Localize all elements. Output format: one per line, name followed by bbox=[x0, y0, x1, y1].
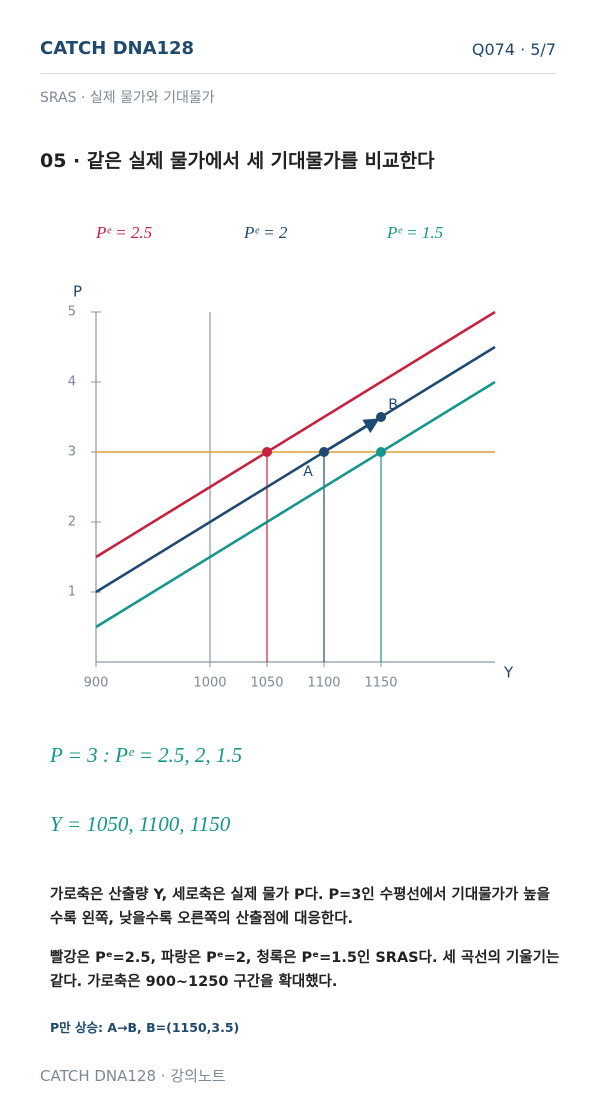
y-axis-label: P bbox=[73, 283, 82, 301]
x-tick-label: 1150 bbox=[364, 676, 397, 691]
subtitle: SRAS · 실제 물가와 기대물가 bbox=[40, 90, 215, 106]
equation: P = 3 : Pᵉ = 2.5, 2, 1.5 bbox=[50, 743, 243, 767]
footer: CATCH DNA128 · 강의노트 bbox=[40, 1067, 226, 1085]
y-tick-label: 2 bbox=[68, 515, 76, 530]
x-axis-label: Y bbox=[503, 664, 514, 682]
x-tick-label: 1000 bbox=[193, 676, 226, 691]
note: P만 상승: A→B, B=(1150,3.5) bbox=[50, 1020, 240, 1035]
y-tick-label: 4 bbox=[68, 375, 76, 390]
paragraph: 가로축은 산출량 Y, 세로축은 실제 물가 P다. P=3인 수평선에서 기대… bbox=[50, 887, 550, 927]
equation: Y = 1050, 1100, 1150 bbox=[50, 812, 231, 836]
chart: Pᵉ = 2.5 Pᵉ = 2 Pᵉ = 1.5 P Y 1 2 3 4 5 900 1000 1050… bbox=[68, 223, 514, 691]
point-label: B bbox=[388, 397, 398, 413]
page-number: Q074 · 5/7 bbox=[471, 40, 556, 59]
y-tick-label: 5 bbox=[68, 305, 76, 320]
x-tick-label: 900 bbox=[84, 676, 109, 691]
point bbox=[376, 412, 386, 422]
point-label: A bbox=[303, 464, 313, 480]
legend-label: Pᵉ = 2 bbox=[243, 223, 288, 242]
legend-label: Pᵉ = 2.5 bbox=[95, 223, 152, 242]
divider bbox=[40, 73, 556, 74]
point bbox=[262, 447, 272, 457]
y-tick-label: 3 bbox=[68, 445, 76, 460]
brand: CATCH DNA128 bbox=[40, 38, 195, 59]
heading: 05 · 같은 실제 물가에서 세 기대물가를 비교한다 bbox=[40, 150, 435, 172]
sras-line bbox=[95, 310, 496, 559]
x-tick-label: 1100 bbox=[307, 676, 340, 691]
legend-label: Pᵉ = 1.5 bbox=[386, 223, 443, 242]
point bbox=[319, 447, 329, 457]
paragraph: 빨강은 Pᵉ=2.5, 파랑은 Pᵉ=2, 청록은 Pᵉ=1.5인 SRAS다.… bbox=[50, 950, 560, 990]
shift-arrow bbox=[323, 418, 380, 454]
sras-line bbox=[95, 380, 496, 629]
y-tick-label: 1 bbox=[68, 585, 76, 600]
point bbox=[376, 447, 386, 457]
x-tick-label: 1050 bbox=[250, 676, 283, 691]
sras-line bbox=[95, 345, 496, 594]
